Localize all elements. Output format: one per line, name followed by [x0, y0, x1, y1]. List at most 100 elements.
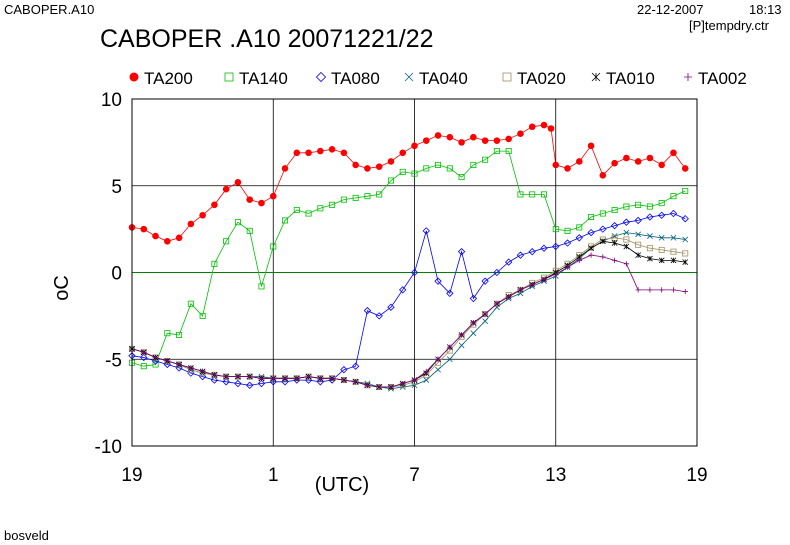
- series-line: [131, 237, 686, 388]
- data-point: [517, 191, 524, 198]
- data-point: [541, 276, 547, 283]
- data-point: [658, 211, 666, 219]
- data-point: [293, 149, 301, 157]
- data-point: [658, 234, 665, 241]
- data-point: [164, 330, 171, 337]
- data-point: [612, 257, 618, 263]
- data-point: [481, 137, 489, 144]
- data-point: [422, 227, 430, 235]
- data-point: [376, 384, 382, 390]
- y-tick-label: -10: [95, 437, 122, 458]
- data-point: [210, 376, 219, 384]
- data-point: [293, 376, 301, 384]
- legend-label: TA002: [698, 69, 747, 88]
- data-point: [658, 246, 665, 253]
- data-point: [599, 225, 607, 233]
- data-point: [446, 133, 454, 141]
- data-point: [152, 354, 159, 361]
- data-point: [282, 217, 289, 224]
- legend-entry-ta010: TA010: [591, 69, 655, 88]
- data-point: [635, 241, 642, 248]
- data-point: [646, 203, 653, 210]
- data-point: [434, 277, 442, 285]
- data-point: [187, 300, 194, 307]
- data-point: [200, 368, 206, 374]
- data-point: [681, 165, 689, 172]
- data-point: [564, 227, 571, 234]
- data-point: [211, 201, 218, 209]
- data-point: [659, 287, 665, 293]
- data-point: [317, 205, 324, 212]
- data-point: [506, 294, 512, 300]
- data-point: [575, 158, 583, 165]
- data-point: [422, 137, 430, 144]
- data-point: [411, 170, 418, 177]
- legend-label: TA080: [331, 69, 380, 88]
- data-point: [270, 375, 276, 381]
- data-point: [152, 232, 159, 240]
- data-point: [457, 248, 466, 256]
- data-point: [505, 148, 512, 155]
- series-ta140: [128, 148, 689, 370]
- data-point: [682, 259, 689, 265]
- data-point: [328, 146, 336, 153]
- series-line: [131, 150, 686, 367]
- series-line: [131, 254, 686, 388]
- data-point: [517, 130, 524, 137]
- data-point: [411, 382, 418, 389]
- data-point: [529, 191, 536, 198]
- legend-marker: [591, 72, 601, 82]
- data-point: [588, 213, 595, 220]
- data-point: [257, 379, 266, 388]
- header-file-name: CABOPER.A10: [4, 2, 95, 17]
- data-point: [470, 330, 477, 337]
- data-point: [529, 282, 535, 288]
- data-point: [400, 380, 406, 387]
- data-point: [305, 149, 312, 157]
- series-ta020: [128, 234, 689, 391]
- data-point: [552, 242, 560, 251]
- data-point: [188, 365, 194, 371]
- data-point: [611, 159, 618, 167]
- series-ta002: [129, 252, 688, 390]
- data-point: [611, 240, 618, 246]
- data-point: [682, 288, 688, 295]
- data-point: [682, 250, 689, 257]
- data-point: [140, 353, 148, 362]
- series-ta200: [128, 121, 689, 245]
- data-point: [611, 207, 618, 214]
- data-point: [305, 374, 312, 380]
- data-point: [351, 362, 360, 370]
- x-axis-label: (UTC): [315, 474, 369, 496]
- x-tick-label: 19: [121, 465, 142, 486]
- data-point: [353, 379, 359, 385]
- data-point: [647, 233, 653, 239]
- data-point: [363, 307, 372, 315]
- data-point: [564, 264, 571, 270]
- y-axis-label: oC: [51, 275, 73, 301]
- data-point: [682, 187, 689, 194]
- data-point: [446, 289, 454, 297]
- data-point: [482, 311, 488, 317]
- data-point: [140, 225, 148, 233]
- data-point: [623, 154, 630, 162]
- data-point: [258, 199, 265, 207]
- data-point: [446, 356, 453, 363]
- data-point: [164, 237, 171, 245]
- data-point: [258, 375, 265, 381]
- data-point: [575, 234, 583, 242]
- data-point: [646, 245, 653, 252]
- data-point: [293, 207, 300, 214]
- data-point: [588, 245, 594, 252]
- data-point: [176, 331, 183, 338]
- data-point: [423, 165, 430, 172]
- legend-label: TA140: [239, 69, 288, 88]
- data-point: [340, 149, 348, 157]
- series-ta040: [129, 229, 689, 392]
- data-point: [176, 361, 182, 368]
- series-line: [131, 232, 686, 390]
- legend-label: TA040: [419, 69, 468, 88]
- data-point: [635, 287, 641, 293]
- data-point: [352, 194, 359, 201]
